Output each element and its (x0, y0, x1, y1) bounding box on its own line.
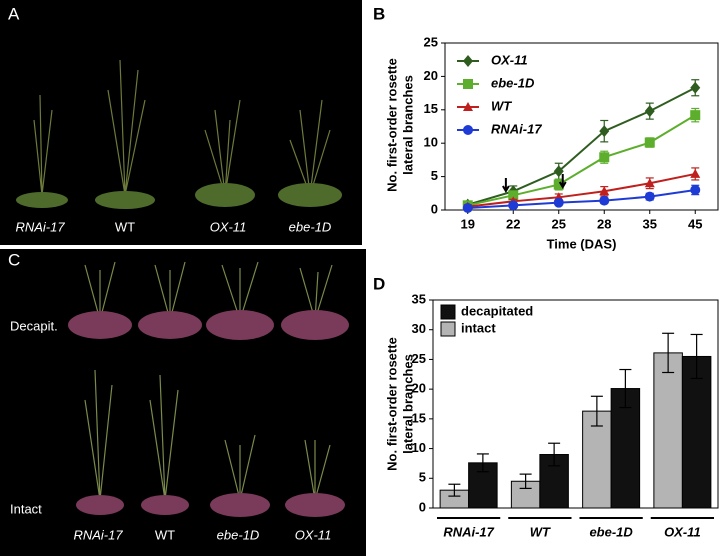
x-tick-label: 35 (643, 216, 657, 231)
legend-label: WT (491, 98, 512, 113)
y-tick-label: 0 (431, 201, 438, 216)
marker (463, 79, 473, 89)
y-tick-label: 25 (412, 351, 426, 366)
legend-label: decapitated (461, 303, 533, 318)
y-tick-label: 20 (424, 68, 438, 83)
legend-label: intact (461, 320, 496, 335)
plot-frame (444, 42, 719, 211)
genotype-label: RNAi-17 (73, 527, 123, 542)
y-axis-label: lateral branches (400, 354, 415, 454)
marker (553, 165, 564, 178)
marker (599, 186, 610, 196)
genotype-label: ebe-1D (289, 219, 332, 234)
legend-swatch (440, 321, 456, 337)
genotype-label: WT (155, 527, 175, 542)
series-line (467, 86, 696, 206)
marker (690, 110, 701, 121)
y-axis-label: No. first-order rosette (384, 58, 399, 192)
error-bar (548, 442, 561, 467)
marker (644, 178, 655, 188)
plot-frame (432, 299, 719, 509)
y-tick-label: 5 (419, 470, 426, 485)
row-label: Intact (10, 501, 42, 516)
y-tick-label: 10 (424, 135, 438, 150)
marker (599, 125, 610, 138)
marker (553, 197, 564, 208)
x-tick-label: 22 (506, 216, 520, 231)
error-bar (448, 483, 461, 497)
plants-a (33, 59, 331, 196)
marker (690, 168, 701, 178)
x-tick-label: OX-11 (664, 524, 701, 539)
marker (508, 200, 519, 211)
panel-letter: B (373, 4, 385, 23)
y-tick-label: 10 (412, 440, 426, 455)
arrow (502, 178, 510, 193)
y-tick-label: 30 (412, 321, 426, 336)
marker (553, 179, 564, 190)
photo-a (0, 0, 362, 245)
x-tick-label: ebe-1D (589, 524, 633, 539)
arrow (558, 174, 567, 189)
marker (508, 190, 519, 201)
bar (681, 355, 712, 509)
marker (690, 81, 701, 94)
row-label: Decapit. (10, 318, 58, 333)
marker (463, 102, 473, 111)
rosettes-c (68, 310, 349, 517)
marker (463, 55, 473, 67)
genotype-label: OX-11 (295, 527, 332, 542)
y-tick-label: 0 (419, 499, 426, 514)
genotype-label: OX-11 (210, 219, 247, 234)
x-tick-label: 45 (688, 216, 702, 231)
panel-letter: D (373, 274, 385, 293)
bar (582, 410, 612, 509)
x-tick-label: 25 (552, 216, 566, 231)
genotype-label: RNAi-17 (15, 219, 65, 234)
x-tick-label: 28 (597, 216, 611, 231)
y-tick-label: 25 (424, 34, 438, 49)
bar (610, 388, 641, 509)
y-tick-label: 20 (412, 381, 426, 396)
panel-letter: A (8, 4, 20, 23)
series-line (467, 188, 696, 209)
legend-label: ebe-1D (491, 75, 535, 90)
series-line (467, 114, 696, 207)
legend-label: OX-11 (491, 52, 528, 67)
rosettes-a (16, 183, 342, 209)
bar (653, 352, 683, 509)
marker (463, 125, 473, 135)
error-bar (662, 332, 675, 374)
legend-swatch (440, 304, 456, 320)
marker (690, 184, 701, 195)
legend-label: RNAi-17 (491, 121, 542, 136)
error-bar (476, 453, 489, 473)
series-line (467, 172, 696, 208)
marker (644, 137, 655, 148)
marker (599, 195, 610, 206)
y-tick-label: 15 (412, 410, 426, 425)
x-tick-label: RNAi-17 (443, 524, 494, 539)
panel-letter: C (8, 250, 20, 269)
y-axis-label: No. first-order rosette (384, 337, 399, 471)
marker (599, 152, 610, 163)
error-bar (619, 368, 632, 409)
y-tick-label: 35 (412, 291, 426, 306)
error-bar (519, 473, 532, 489)
y-tick-label: 15 (424, 101, 438, 116)
y-tick-label: 5 (431, 168, 438, 183)
error-bar (690, 333, 703, 380)
x-tick-label: WT (530, 524, 551, 539)
x-axis-label: Time (DAS) (547, 236, 617, 251)
error-bar (590, 395, 603, 427)
genotype-label: ebe-1D (217, 527, 260, 542)
genotype-label: WT (115, 219, 135, 234)
marker (644, 105, 655, 118)
x-tick-label: 19 (461, 216, 475, 231)
marker (644, 191, 655, 202)
marker (462, 202, 473, 213)
y-axis-label: lateral branches (400, 75, 415, 175)
